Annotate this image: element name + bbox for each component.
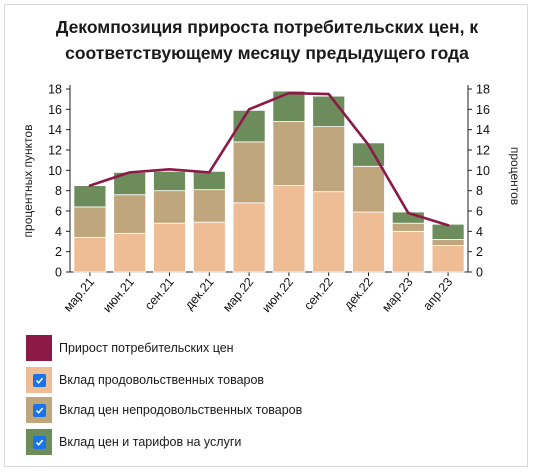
checkmark-icon <box>35 377 43 384</box>
y-tick-label-right: 6 <box>476 205 483 219</box>
bar-segment-food <box>272 185 306 273</box>
bar-segment-food <box>352 211 385 273</box>
checkmark-icon <box>35 439 43 446</box>
checkbox-food[interactable] <box>32 373 46 387</box>
legend-item-nonfood[interactable]: Вклад цен непродовольственных товаров <box>26 396 302 424</box>
legend-label-food: Вклад продовольственных товаров <box>59 373 265 387</box>
bar-segment-nonfood <box>352 165 385 213</box>
chart-title-line-2: соответствующему месяцу предыдущего года <box>65 43 469 63</box>
x-tick-label: апр.23 <box>420 275 455 313</box>
bars-layer <box>73 90 465 273</box>
y-tick-label-right: 16 <box>476 103 490 117</box>
bar-segment-food <box>153 222 186 273</box>
bar-segment-nonfood <box>192 189 226 223</box>
x-tick-label: июн.21 <box>100 275 137 315</box>
y-tick-label-left: 0 <box>55 266 62 280</box>
line-layer <box>88 91 450 227</box>
y-axis-label-left: процентных пунктов <box>21 125 35 238</box>
bar-segment-food <box>192 221 226 273</box>
x-tick-label: мар.22 <box>220 275 256 315</box>
bar-segment-nonfood <box>391 222 425 232</box>
x-tick-label: сен.21 <box>142 275 177 313</box>
y-tick-label-left: 8 <box>55 184 62 198</box>
legend-item-food[interactable]: Вклад продовольственных товаров <box>26 366 264 394</box>
legend-swatch-cpi <box>26 335 52 361</box>
y-tick-label-right: 2 <box>476 245 483 259</box>
y-tick-label-right: 4 <box>476 225 483 239</box>
bar-segment-services <box>153 170 186 192</box>
x-tick-label: дек.22 <box>341 275 376 312</box>
x-tick-label: мар.23 <box>379 275 415 315</box>
legend-swatch-services <box>26 429 52 455</box>
y-tick-label-right: 0 <box>476 266 483 280</box>
bar-segment-nonfood <box>312 126 346 193</box>
y-tick-label-left: 6 <box>55 205 62 219</box>
bar-segment-nonfood <box>272 121 306 186</box>
bar-segment-nonfood <box>232 141 266 204</box>
legend-item-services[interactable]: Вклад цен и тарифов на услуги <box>26 428 241 456</box>
bar-segment-services <box>73 185 107 208</box>
y-tick-label-right: 14 <box>476 123 490 137</box>
bar-segment-nonfood <box>153 190 186 224</box>
legend-label-nonfood: Вклад цен непродовольственных товаров <box>59 403 303 417</box>
y-tick-label-left: 12 <box>48 144 62 158</box>
bar-segment-nonfood <box>113 194 147 234</box>
y-tick-label-left: 14 <box>48 123 62 137</box>
bar-segment-nonfood <box>73 206 107 238</box>
bar-segment-food <box>391 230 425 273</box>
bar-segment-services <box>272 90 306 122</box>
x-tick-label: дек.21 <box>182 275 217 312</box>
y-tick-label-left: 10 <box>48 164 62 178</box>
y-tick-label-left: 2 <box>55 245 62 259</box>
legend-label-services: Вклад цен и тарифов на услуги <box>59 435 242 449</box>
x-tick-label: сен.22 <box>301 275 336 313</box>
y-tick-label-left: 18 <box>48 83 62 97</box>
y-tick-label-right: 10 <box>476 164 490 178</box>
legend-label-cpi: Прирост потребительских цен <box>59 341 234 355</box>
cpi-line <box>88 91 450 227</box>
chart-title-line-1: Декомпозиция прироста потребительских це… <box>55 17 479 37</box>
bar-segment-food <box>232 202 266 273</box>
checkbox-services[interactable] <box>32 435 46 449</box>
bar-segment-food <box>73 237 107 273</box>
y-tick-label-right: 18 <box>476 83 490 97</box>
legend-swatch-nonfood <box>26 397 52 423</box>
bar-segment-food <box>431 245 465 273</box>
x-tick-label: мар.21 <box>61 275 97 315</box>
checkmark-icon <box>35 407 43 414</box>
legend-swatch-food <box>26 367 52 393</box>
y-tick-label-left: 4 <box>55 225 62 239</box>
x-tick-label: июн.22 <box>259 275 296 315</box>
bar-segment-nonfood <box>431 239 465 246</box>
legend-item-cpi[interactable]: Прирост потребительских цен <box>26 334 234 362</box>
bar-segment-food <box>312 191 346 273</box>
checkbox-nonfood[interactable] <box>32 403 46 417</box>
bar-segment-services <box>312 95 346 128</box>
y-axis-label-right: процентов <box>508 147 522 205</box>
chart-title: Декомпозиция прироста потребительских це… <box>0 14 534 66</box>
y-tick-label-left: 16 <box>48 103 62 117</box>
bar-segment-services <box>192 170 226 191</box>
bar-segment-food <box>113 232 147 273</box>
y-tick-label-right: 8 <box>476 184 483 198</box>
y-tick-label-right: 12 <box>476 144 490 158</box>
